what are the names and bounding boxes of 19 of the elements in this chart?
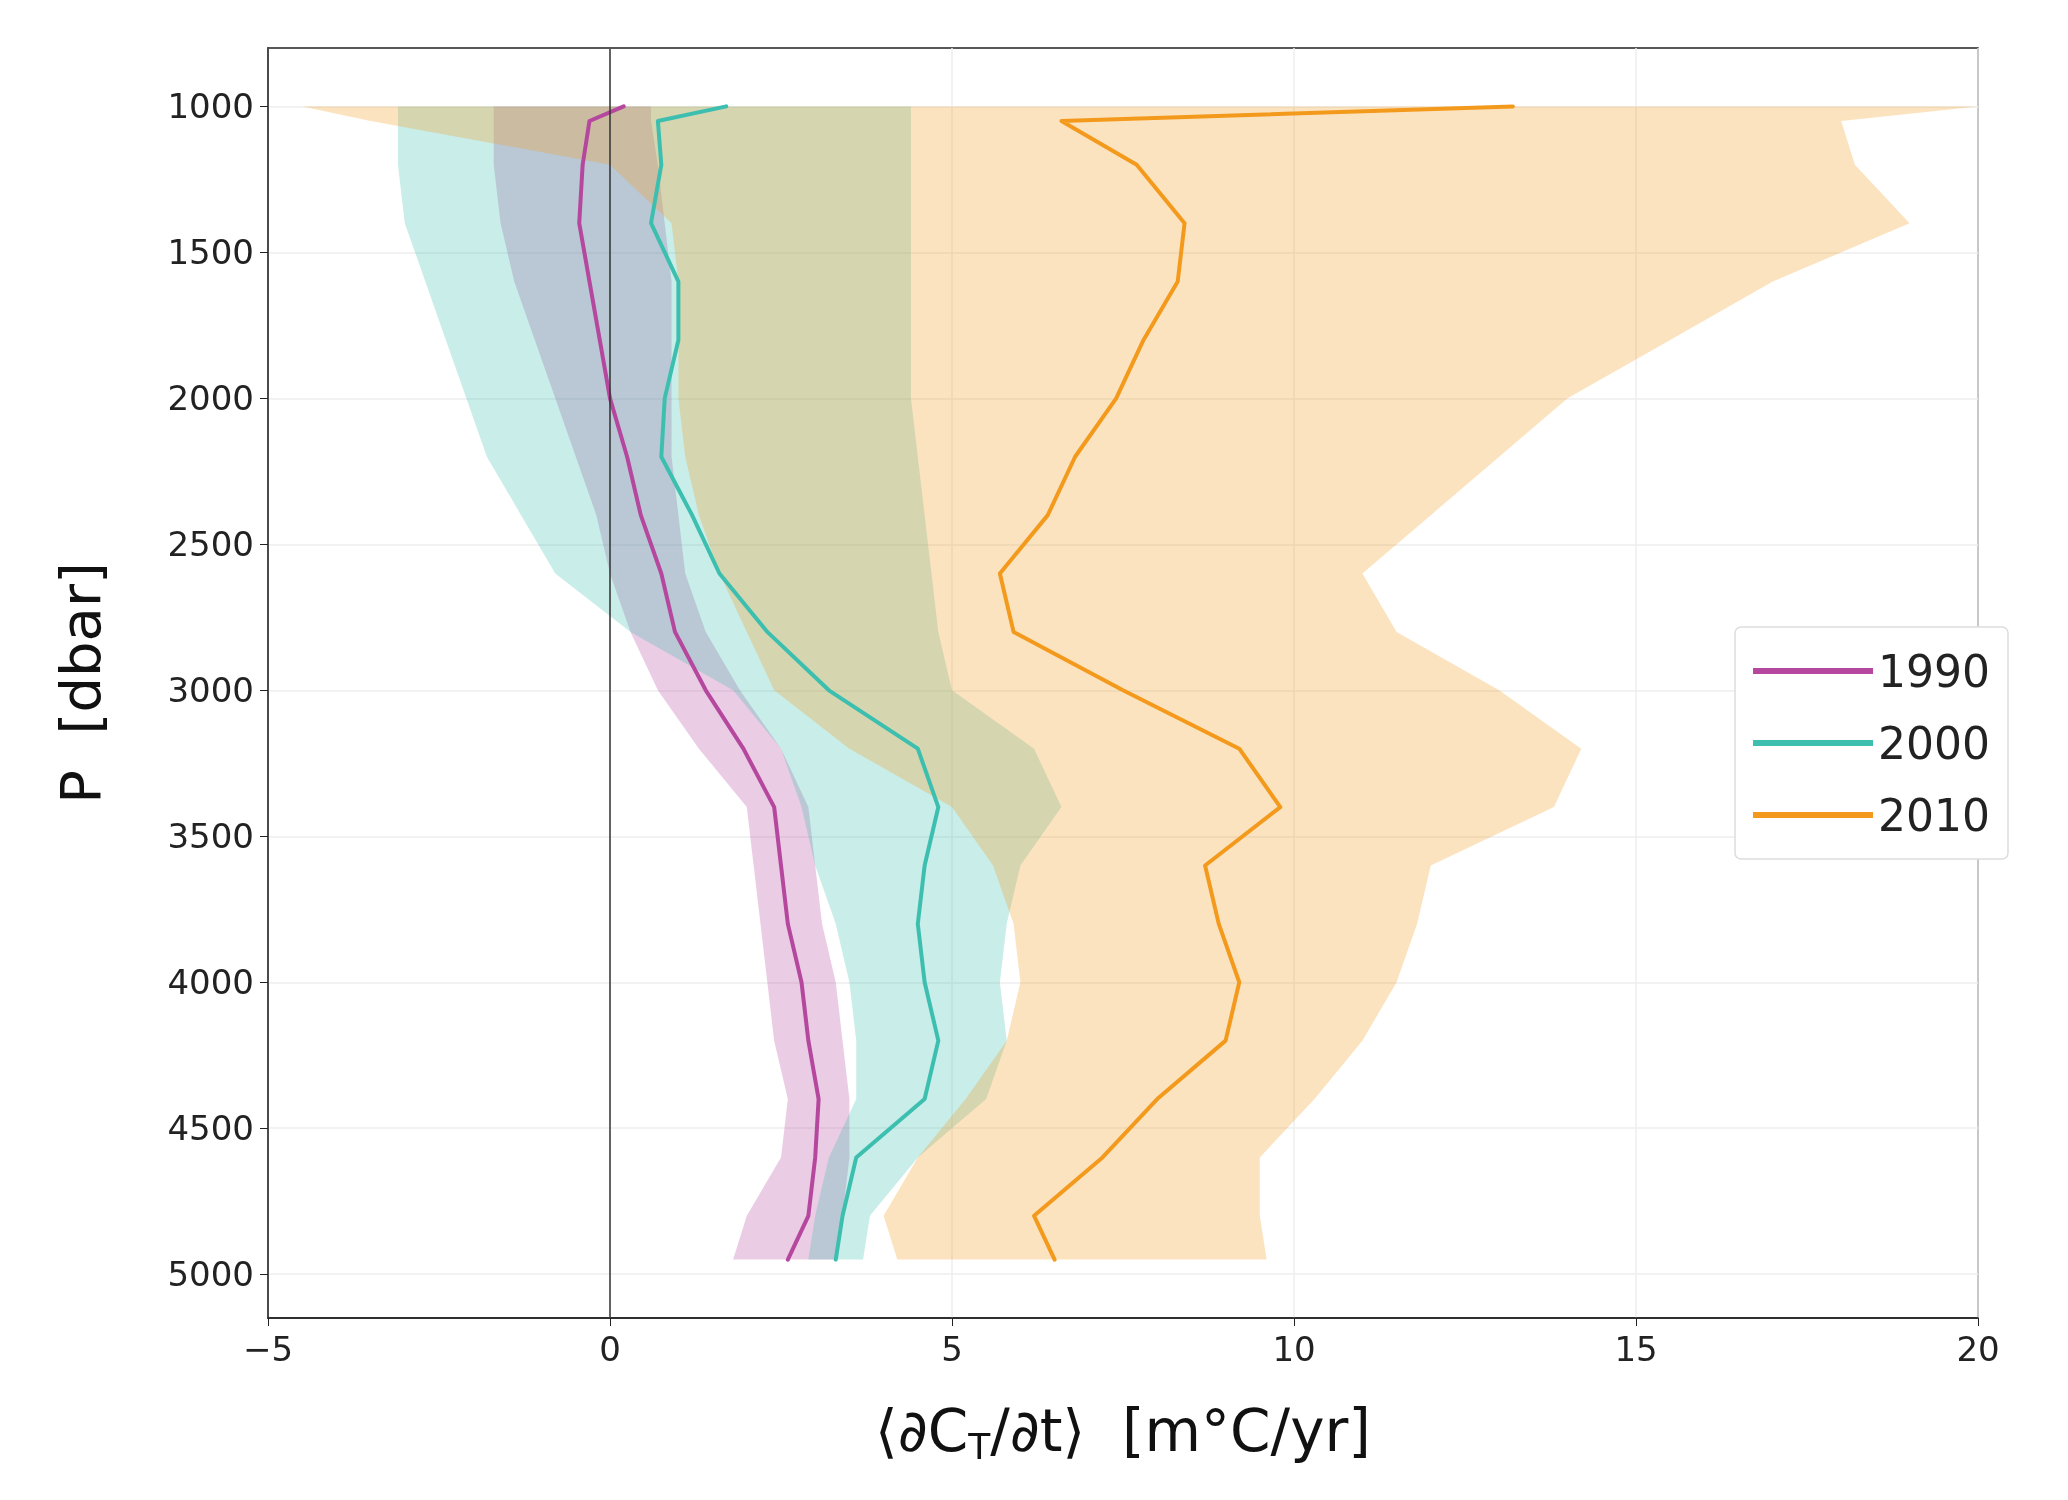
y-tick-label: 3000 <box>167 670 254 711</box>
y-tick-label: 4500 <box>167 1108 254 1149</box>
x-tick-label: 15 <box>1614 1329 1658 1369</box>
y-tick-label: 1000 <box>167 86 254 127</box>
y-tick-label: 2500 <box>167 524 254 565</box>
legend-label: 2010 <box>1878 789 1991 841</box>
x-tick-label: −5 <box>242 1329 294 1369</box>
x-tick-label: 10 <box>1272 1329 1316 1369</box>
x-tick-label: 5 <box>941 1329 963 1369</box>
legend-label: 1990 <box>1878 645 1991 697</box>
y-tick-label: 3500 <box>167 816 254 857</box>
x-tick-label: 20 <box>1956 1329 2000 1369</box>
y-axis-title: P [dbar] <box>47 562 113 804</box>
y-tick-label: 1500 <box>167 232 254 273</box>
legend-label: 2000 <box>1878 717 1991 769</box>
y-tick-label: 2000 <box>167 378 254 419</box>
y-tick-label: 4000 <box>167 962 254 1003</box>
x-tick-label: 0 <box>599 1329 621 1369</box>
y-tick-label: 5000 <box>167 1254 254 1295</box>
